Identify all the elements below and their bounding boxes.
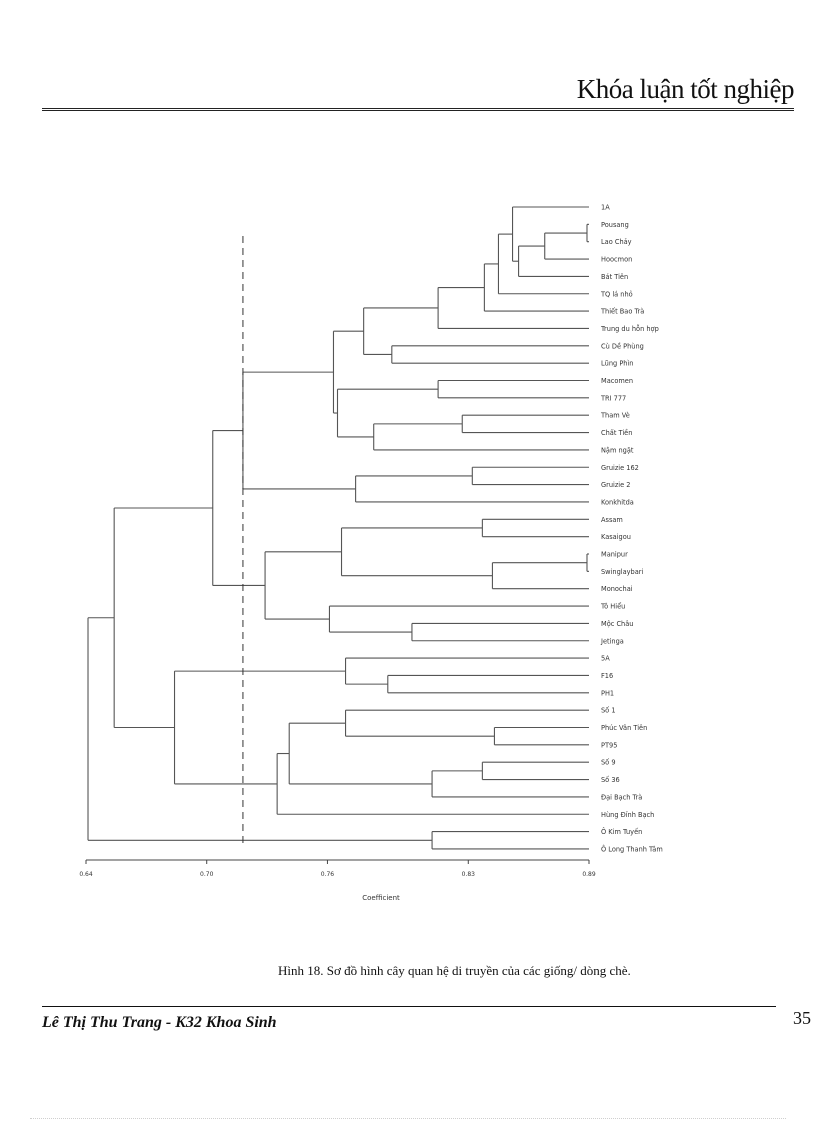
leaf-label: Chất Tiền xyxy=(601,429,632,437)
leaf-label: Ô Long Thanh Tâm xyxy=(601,844,663,853)
leaf-label: Đại Bạch Trà xyxy=(601,793,642,801)
leaf-label: Gruizie 162 xyxy=(601,464,639,472)
footer-author: Lê Thị Thu Trang - K32 Khoa Sinh xyxy=(42,1014,277,1031)
leaf-label: Monochai xyxy=(601,585,633,593)
leaf-label: TRI 777 xyxy=(600,394,626,402)
x-tick-label: 0.64 xyxy=(79,871,93,878)
figure-caption: Hình 18. Sơ đồ hình cây quan hệ di truyề… xyxy=(278,963,631,978)
leaf-label: Phúc Vân Tiên xyxy=(601,724,647,732)
leaf-label: Mộc Châu xyxy=(601,620,633,628)
page-number: 35 xyxy=(793,1008,811,1028)
leaf-label: Gruizie 2 xyxy=(601,481,630,489)
leaf-label: Số 9 xyxy=(601,759,616,767)
leaf-label: Số 1 xyxy=(601,707,616,715)
leaf-label: Bát Tiên xyxy=(601,273,628,281)
x-tick-label: 0.70 xyxy=(200,871,214,878)
x-tick-label: 0.83 xyxy=(462,871,476,878)
leaf-label: Jetinga xyxy=(600,637,624,645)
leaf-label: Swinglaybari xyxy=(601,568,643,576)
bottom-dotted-border xyxy=(30,1118,786,1119)
leaf-label: Nậm ngặt xyxy=(601,446,634,454)
leaf-label: Assam xyxy=(601,516,623,524)
leaf-label: TQ lá nhỏ xyxy=(600,290,633,298)
x-tick-label: 0.76 xyxy=(321,871,335,878)
leaf-labels: 1A Pousang Lao Chảy Hoocmon Bát Tiên TQ lá nh… xyxy=(600,204,663,854)
leaf-label: Macomen xyxy=(601,377,633,385)
leaf-label: PH1 xyxy=(601,689,614,697)
leaf-label: Hoocmon xyxy=(601,256,632,264)
footer-rule xyxy=(42,1006,776,1007)
leaf-label: Konkhitda xyxy=(601,498,634,506)
leaf-label: F16 xyxy=(601,672,613,680)
x-axis: 0.64 0.70 0.76 0.83 0.89 xyxy=(79,859,596,878)
leaf-label: Hùng Đỉnh Bạch xyxy=(601,811,654,819)
leaf-label: Trung du hỗn hợp xyxy=(600,324,659,333)
page-header-title: Khóa luận tốt nghiệp xyxy=(576,74,795,104)
x-axis-label: Coefficient xyxy=(362,894,400,902)
dendrogram-branches xyxy=(87,206,589,850)
dendrogram-figure: 1A Pousang Lao Chảy Hoocmon Bát Tiên TQ lá nh… xyxy=(79,204,663,903)
leaf-label: Lũng Phìn xyxy=(601,360,633,368)
header-rule xyxy=(42,108,794,114)
leaf-label: Thiết Bao Trà xyxy=(600,308,644,316)
leaf-label: Kasaigou xyxy=(601,533,631,541)
leaf-label: Cù Dề Phùng xyxy=(601,342,644,350)
leaf-label: PT95 xyxy=(601,741,617,749)
leaf-label: Manipur xyxy=(601,551,628,559)
leaf-label: Pousang xyxy=(601,221,629,229)
leaf-label: Tham Vè xyxy=(600,412,630,420)
leaf-label: Tô Hiểu xyxy=(600,602,625,611)
x-tick-label: 0.89 xyxy=(582,871,596,878)
leaf-label: Lao Chảy xyxy=(601,238,632,246)
leaf-label: 1A xyxy=(601,204,610,212)
leaf-label: 5A xyxy=(601,655,610,663)
leaf-label: Ô Kim Tuyến xyxy=(601,827,642,836)
leaf-label: Số 36 xyxy=(601,776,620,784)
